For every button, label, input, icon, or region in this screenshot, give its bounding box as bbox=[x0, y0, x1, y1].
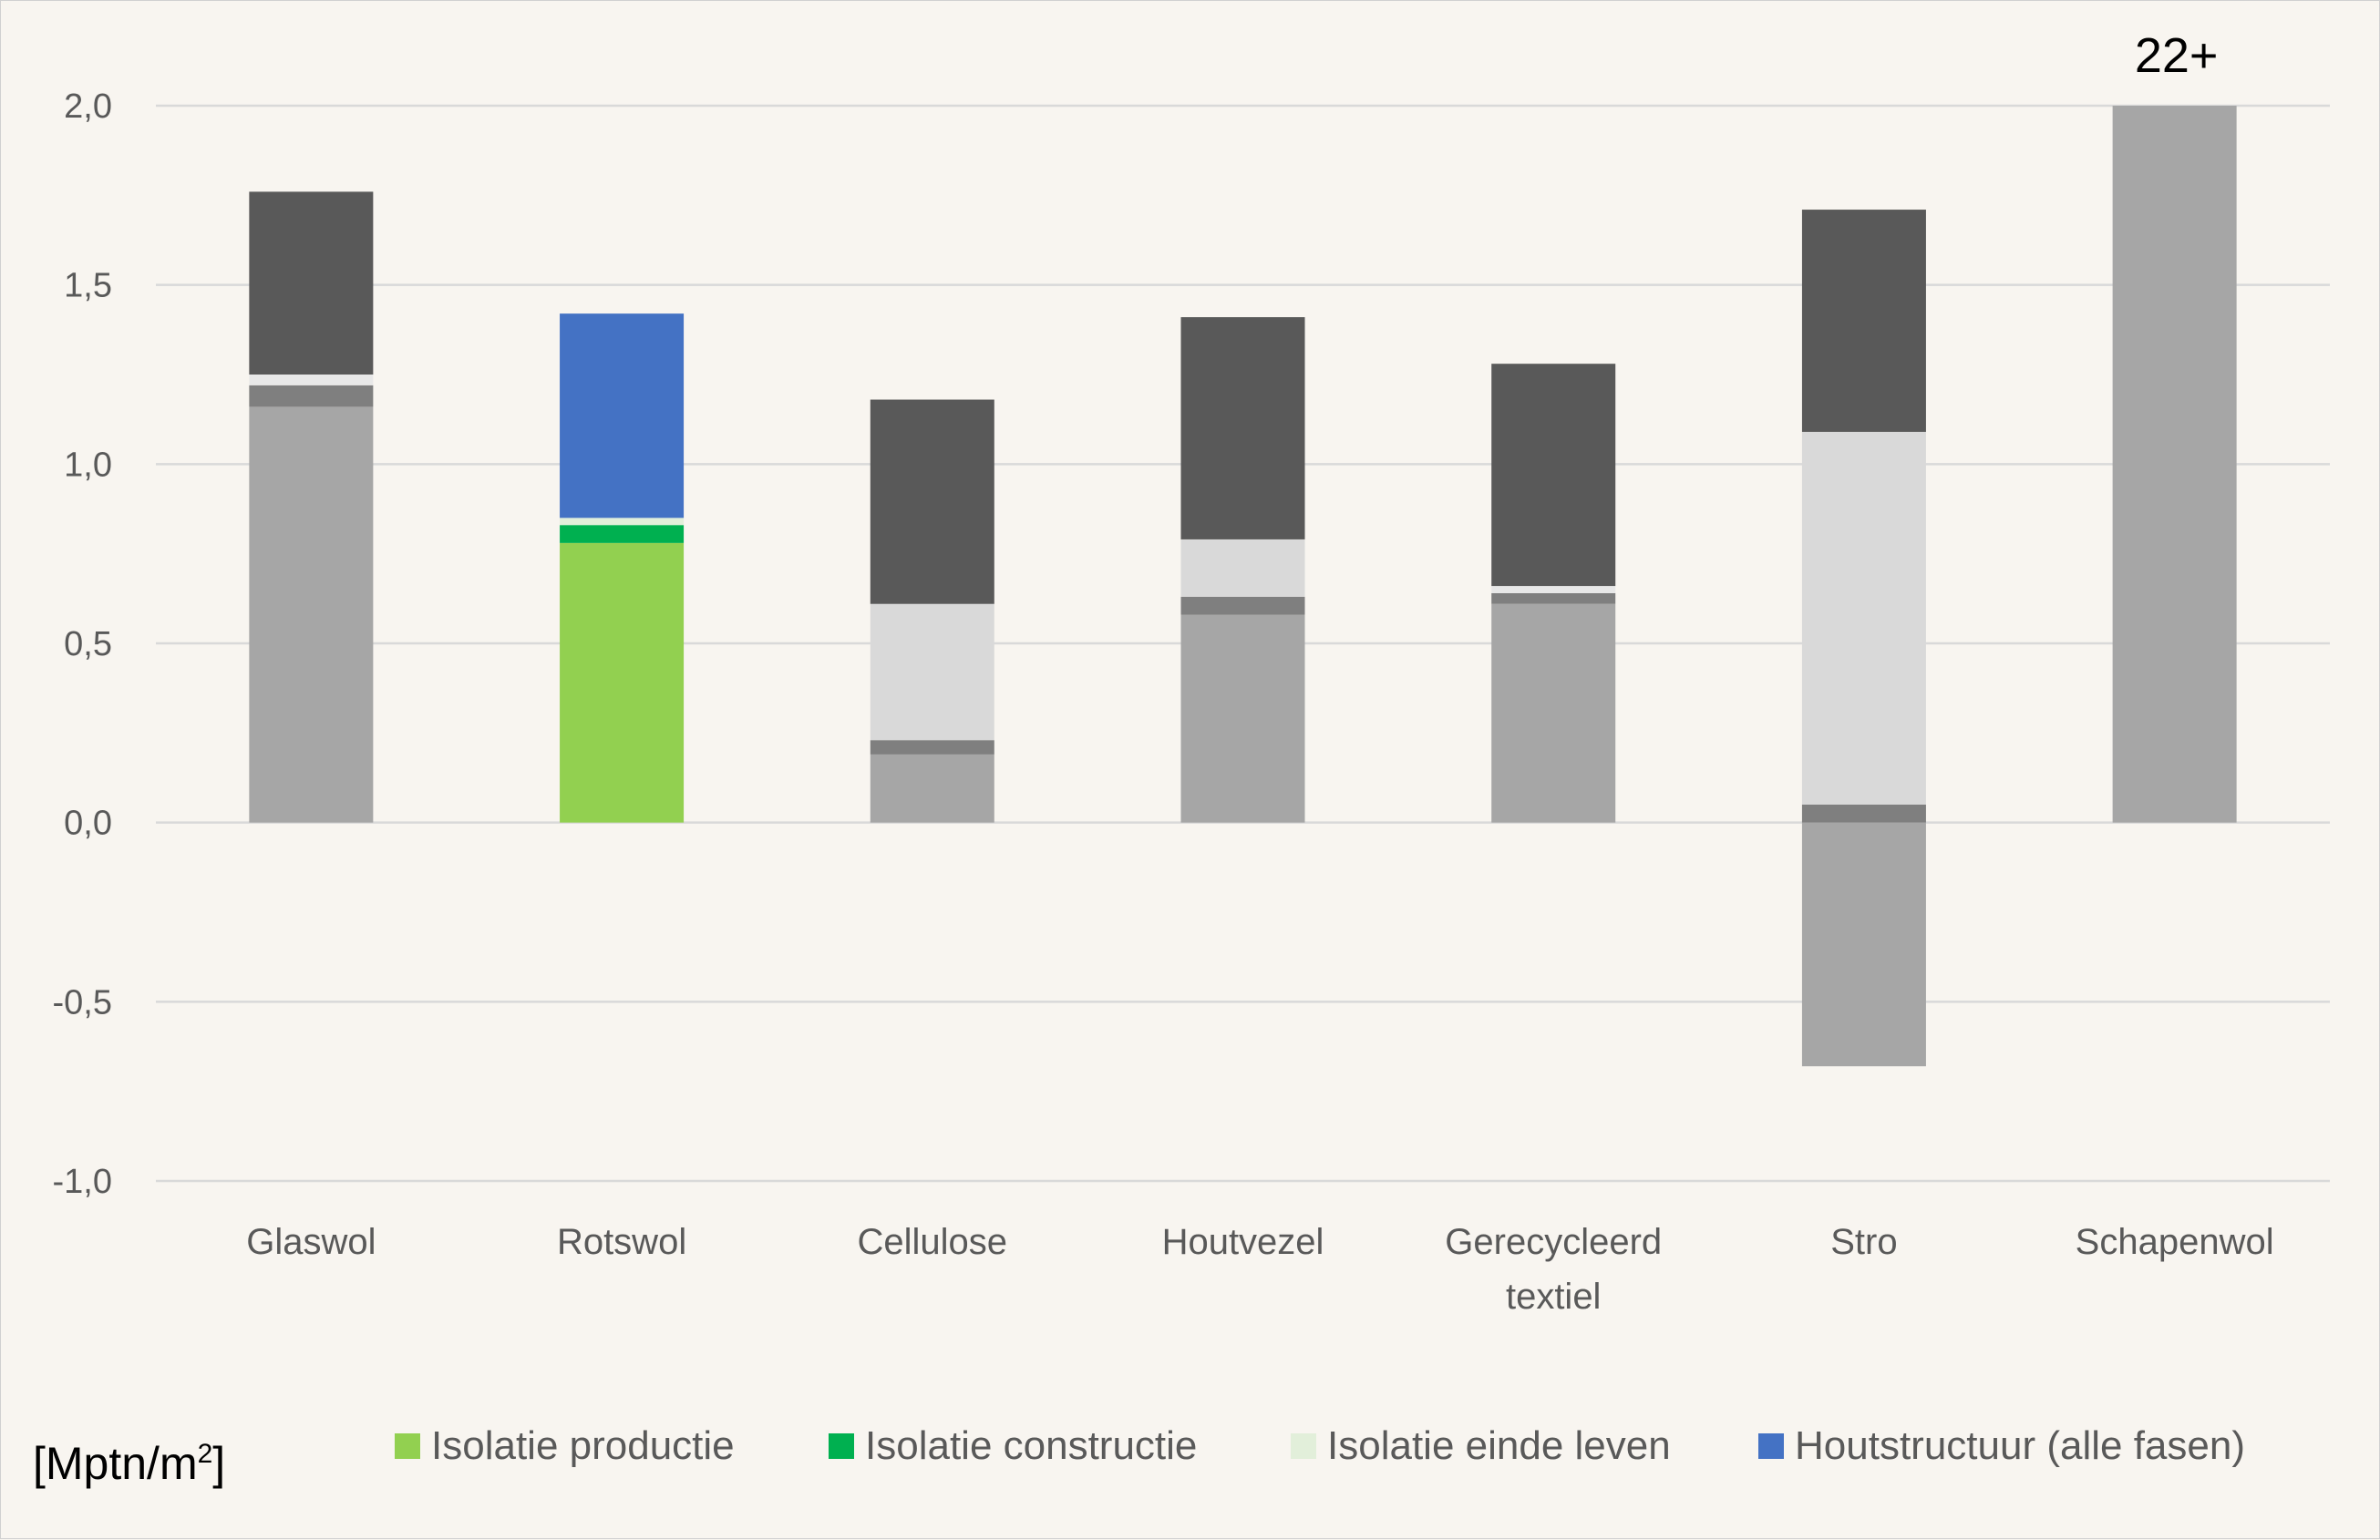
bar-segment bbox=[1801, 805, 1926, 823]
legend-label: Isolatie constructie bbox=[865, 1423, 1197, 1468]
legend-swatch bbox=[1758, 1433, 1784, 1459]
bar-segment bbox=[1801, 210, 1926, 432]
x-axis-categories: Glaswol Rotswol Cellulose Houtvezel Gerecycl… bbox=[246, 1222, 2273, 1317]
x-category-label: Cellulose bbox=[858, 1222, 1008, 1262]
bar-stack bbox=[560, 313, 685, 823]
y-tick-label: 2,0 bbox=[64, 87, 112, 126]
x-category-label: Rotswol bbox=[557, 1222, 686, 1262]
bar-segment bbox=[1801, 822, 1926, 1067]
bar-segment bbox=[1180, 596, 1305, 615]
y-tick-label: 0,0 bbox=[64, 805, 112, 843]
bar-segment bbox=[1491, 603, 1616, 823]
bar-segment bbox=[2112, 106, 2237, 823]
y-tick-label: 1,5 bbox=[64, 267, 112, 305]
y-tick-label: 0,5 bbox=[64, 625, 112, 663]
bar-segment bbox=[560, 525, 685, 543]
legend-item: Isolatie productie bbox=[395, 1423, 735, 1468]
y-tick-label: -0,5 bbox=[53, 983, 112, 1022]
legend-swatch bbox=[395, 1433, 420, 1459]
y-axis-ticks: 2,0 1,5 1,0 0,5 0,0 -0,5 -1,0 bbox=[53, 87, 112, 1201]
bar-stack bbox=[2112, 106, 2237, 823]
legend-item: Houtstructuur (alle fasen) bbox=[1758, 1423, 2245, 1468]
bar-segment bbox=[1491, 364, 1616, 587]
bar-stack bbox=[1180, 317, 1305, 823]
bar-segment bbox=[1801, 431, 1926, 805]
bar-stack bbox=[1801, 210, 1926, 1067]
legend-label: Houtstructuur (alle fasen) bbox=[1795, 1423, 2245, 1468]
data-annotation: 22+ bbox=[2135, 28, 2219, 83]
legend-label: Isolatie einde leven bbox=[1327, 1423, 1671, 1468]
bar-stack bbox=[249, 191, 374, 823]
bar-segment bbox=[870, 740, 994, 755]
y-tick-label: -1,0 bbox=[53, 1163, 112, 1201]
unit-label: [Mptn/m2] bbox=[33, 1438, 225, 1489]
x-category-label: Glaswol bbox=[246, 1222, 376, 1262]
legend-item: Isolatie einde leven bbox=[1291, 1423, 1671, 1468]
bar-segment bbox=[560, 313, 685, 518]
bar-segment bbox=[249, 375, 374, 385]
legend-swatch bbox=[1291, 1433, 1316, 1459]
bars bbox=[249, 106, 2237, 1067]
bar-segment bbox=[249, 191, 374, 375]
legend-item: Isolatie constructie bbox=[829, 1423, 1197, 1468]
x-category-label: Houtvezel bbox=[1162, 1222, 1324, 1262]
bar-segment bbox=[870, 603, 994, 741]
legend-swatch bbox=[829, 1433, 854, 1459]
x-category-label: Stro bbox=[1830, 1222, 1897, 1262]
x-category-label: Gerecycleerd bbox=[1445, 1222, 1662, 1262]
annotations: 22+ bbox=[2135, 28, 2219, 83]
bar-segment bbox=[249, 406, 374, 823]
bar-segment bbox=[1180, 614, 1305, 823]
bar-segment bbox=[870, 399, 994, 604]
bar-stack bbox=[870, 399, 994, 823]
x-category-label: textiel bbox=[1506, 1277, 1602, 1317]
x-category-label: Schapenwol bbox=[2076, 1222, 2274, 1262]
bar-segment bbox=[560, 518, 685, 526]
bar-segment bbox=[1180, 317, 1305, 539]
bar-segment bbox=[1491, 586, 1616, 593]
bar-segment bbox=[249, 385, 374, 407]
y-tick-label: 1,0 bbox=[64, 446, 112, 484]
legend: Isolatie productie Isolatie constructie Is… bbox=[395, 1423, 2245, 1468]
bar-stack bbox=[1491, 364, 1616, 823]
bar-segment bbox=[870, 754, 994, 823]
bar-segment bbox=[1491, 592, 1616, 604]
bar-segment bbox=[560, 542, 685, 823]
bar-segment bbox=[1180, 539, 1305, 597]
legend-label: Isolatie productie bbox=[431, 1423, 735, 1468]
